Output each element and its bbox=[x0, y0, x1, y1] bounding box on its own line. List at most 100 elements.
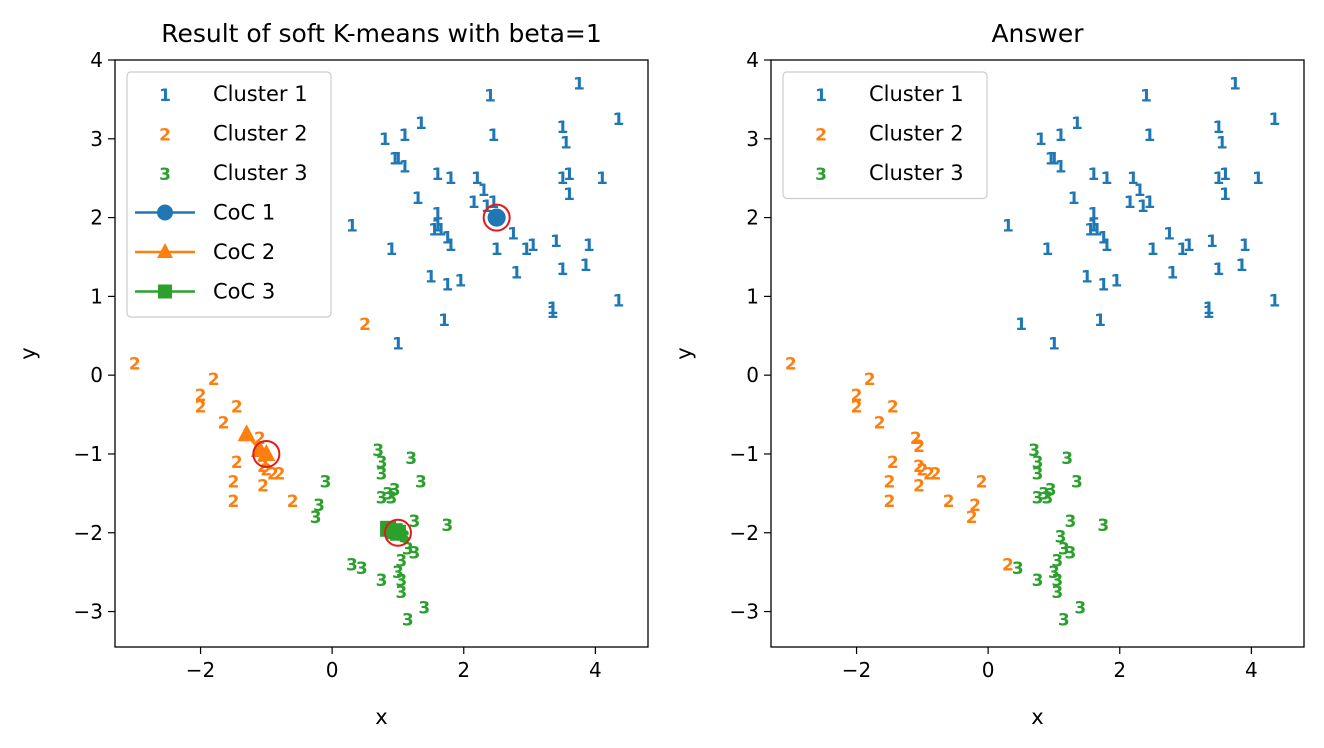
chart-1-point-1: 1 bbox=[412, 189, 424, 209]
chart-2-point-2: 2 bbox=[976, 473, 988, 493]
chart-2-point-1: 1 bbox=[1068, 189, 1080, 209]
chart-2-point-2: 2 bbox=[785, 354, 797, 374]
chart-1-point-2: 2 bbox=[287, 492, 299, 512]
legend-entry-label: Cluster 2 bbox=[213, 122, 308, 146]
chart-1-title: Result of soft K-means with beta=1 bbox=[161, 19, 602, 48]
chart-2-point-1: 1 bbox=[1055, 157, 1067, 177]
chart-2-point-1: 1 bbox=[1124, 193, 1136, 213]
legend-marker-2: 2 bbox=[815, 126, 827, 146]
chart-1-point-1: 1 bbox=[392, 335, 404, 355]
chart-2-point-1: 1 bbox=[1055, 126, 1067, 146]
chart-1-point-3: 3 bbox=[376, 571, 388, 591]
chart-1-point-2: 2 bbox=[208, 370, 220, 390]
chart-1-point-3: 3 bbox=[395, 571, 407, 591]
chart-1-point-1: 1 bbox=[432, 205, 444, 225]
chart-1-ytick-label: 2 bbox=[90, 206, 103, 230]
chart-1-point-1: 1 bbox=[432, 216, 444, 236]
chart-2-point-2: 2 bbox=[943, 492, 955, 512]
chart-2-axes-frame bbox=[770, 59, 1305, 648]
chart-1-ytick-label: 4 bbox=[90, 48, 103, 72]
chart-1-point-1: 1 bbox=[441, 276, 453, 296]
chart-2-point-2: 2 bbox=[966, 508, 978, 528]
legend-box bbox=[126, 71, 332, 318]
chart-2-point-2: 2 bbox=[887, 453, 899, 473]
chart-1-point-1: 1 bbox=[385, 240, 397, 260]
chart-2-ytick-label: −2 bbox=[730, 521, 759, 545]
legend-entry-label: CoC 3 bbox=[213, 280, 275, 304]
chart-2-point-1: 1 bbox=[1048, 149, 1060, 169]
chart-1-point-1: 1 bbox=[507, 224, 519, 244]
chart-1-point-2: 2 bbox=[359, 315, 371, 335]
chart-2-point-3: 3 bbox=[1097, 516, 1109, 536]
legend-triangle-marker bbox=[157, 243, 173, 258]
chart-1-point-3: 3 bbox=[395, 583, 407, 603]
chart-2-point-1: 1 bbox=[1219, 185, 1231, 205]
chart-2-ylabel: y bbox=[672, 347, 696, 359]
chart-1-xlabel: x bbox=[375, 705, 387, 729]
chart-2-point-2: 2 bbox=[916, 461, 928, 481]
chart-1-ytick-label: −3 bbox=[74, 600, 103, 624]
chart-1-point-3: 3 bbox=[376, 465, 388, 485]
chart-1-point-3: 3 bbox=[346, 555, 358, 575]
chart-2-point-1: 1 bbox=[1213, 260, 1225, 280]
chart-2-point-1: 1 bbox=[1176, 240, 1188, 260]
chart-2-ytick-label: 2 bbox=[746, 206, 759, 230]
chart-1-point-1: 1 bbox=[415, 114, 427, 134]
chart-2-point-2: 2 bbox=[910, 429, 922, 449]
chart-1-coc-3 bbox=[380, 520, 406, 541]
chart-1-ytick-label: 1 bbox=[90, 284, 103, 308]
chart-2-point-1: 1 bbox=[1088, 205, 1100, 225]
chart-2-point-3: 3 bbox=[1041, 488, 1053, 508]
chart-2-xtick-label: −2 bbox=[842, 658, 871, 682]
chart-2-xtick-label: 4 bbox=[1245, 658, 1258, 682]
chart-2-point-1: 1 bbox=[1048, 335, 1060, 355]
chart-2-title: Answer bbox=[991, 19, 1084, 48]
chart-1-point-2: 2 bbox=[274, 465, 286, 485]
chart-1-point-1: 1 bbox=[428, 220, 440, 240]
chart-2-point-3: 3 bbox=[1048, 563, 1060, 583]
chart-2-point-1: 1 bbox=[1229, 75, 1241, 95]
chart-2-point-2: 2 bbox=[851, 398, 863, 418]
chart-1-point-3: 3 bbox=[372, 441, 384, 461]
chart-2-point-1: 1 bbox=[1134, 181, 1146, 201]
coc-triangle-marker bbox=[257, 443, 276, 461]
chart-1-point-1: 1 bbox=[563, 165, 575, 185]
chart-1-point-1: 1 bbox=[520, 240, 532, 260]
chart-1-coc-2 bbox=[237, 424, 276, 461]
chart-1-point-3: 3 bbox=[389, 480, 401, 500]
chart-2-point-1: 1 bbox=[1166, 264, 1178, 284]
chart-1-point-1: 1 bbox=[510, 264, 522, 284]
chart-1-highlight-ring bbox=[252, 439, 281, 468]
chart-1-point-3: 3 bbox=[313, 496, 325, 516]
chart-2-point-3: 3 bbox=[1064, 543, 1076, 563]
chart-1-point-2: 2 bbox=[218, 413, 230, 433]
chart-1-point-2: 2 bbox=[267, 465, 279, 485]
chart-1-point-1: 1 bbox=[550, 232, 562, 252]
chart-2-point-1: 1 bbox=[1101, 169, 1113, 189]
chart-2-xtick-label: 2 bbox=[1113, 658, 1126, 682]
chart-2-xlabel: x bbox=[1031, 705, 1043, 729]
chart-2-point-1: 1 bbox=[1045, 149, 1057, 169]
chart-2-xtick-label: 0 bbox=[982, 658, 995, 682]
chart-1-point-1: 1 bbox=[612, 110, 624, 130]
chart-1-point-3: 3 bbox=[418, 599, 430, 619]
chart-1-point-1: 1 bbox=[425, 268, 437, 288]
chart-1-point-1: 1 bbox=[432, 165, 444, 185]
chart-2-point-1: 1 bbox=[1143, 193, 1155, 213]
chart-2-point-2: 2 bbox=[913, 457, 925, 477]
chart-2-point-3: 3 bbox=[1071, 473, 1083, 493]
chart-1-point-2: 2 bbox=[195, 398, 207, 418]
chart-1-point-1: 1 bbox=[547, 303, 559, 323]
chart-1-ytick-label: −2 bbox=[74, 521, 103, 545]
chart-1-legend: 1 Cluster 1 2 Cluster 2 3 Cluster 3 CoC 1 CoC 2… bbox=[126, 71, 332, 318]
chart-1-point-1: 1 bbox=[527, 236, 539, 256]
chart-2-point-1: 1 bbox=[1140, 86, 1152, 106]
chart-2-point-1: 1 bbox=[1206, 232, 1218, 252]
chart-2-ytick-label: 4 bbox=[746, 48, 759, 72]
chart-1-point-3: 3 bbox=[415, 473, 427, 493]
chart-1-point-1: 1 bbox=[563, 185, 575, 205]
